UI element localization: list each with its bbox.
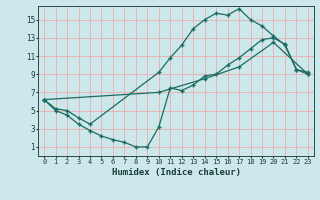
X-axis label: Humidex (Indice chaleur): Humidex (Indice chaleur) (111, 168, 241, 177)
